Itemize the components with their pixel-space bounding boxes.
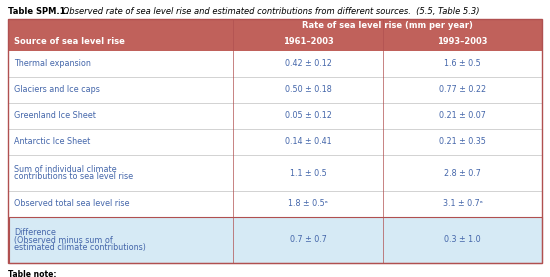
Text: Observed rate of sea level rise and estimated contributions from different sourc: Observed rate of sea level rise and esti…	[60, 7, 480, 16]
Text: 2.8 ± 0.7: 2.8 ± 0.7	[444, 168, 481, 178]
Text: Sum of individual climate: Sum of individual climate	[14, 165, 117, 174]
Text: 1.6 ± 0.5: 1.6 ± 0.5	[444, 60, 481, 68]
Text: Observed total sea level rise: Observed total sea level rise	[14, 199, 129, 209]
Text: Glaciers and Ice caps: Glaciers and Ice caps	[14, 86, 100, 94]
Text: Difference: Difference	[14, 228, 56, 237]
Text: estimated climate contributions): estimated climate contributions)	[14, 243, 146, 252]
Text: 1.8 ± 0.5ᵃ: 1.8 ± 0.5ᵃ	[288, 199, 328, 209]
Text: (Observed minus sum of: (Observed minus sum of	[14, 235, 113, 245]
Text: Thermal expansion: Thermal expansion	[14, 60, 91, 68]
Text: 1961–2003: 1961–2003	[283, 37, 333, 47]
Text: 3.1 ± 0.7ᵃ: 3.1 ± 0.7ᵃ	[443, 199, 482, 209]
Text: Greenland Ice Sheet: Greenland Ice Sheet	[14, 112, 96, 120]
Text: 0.50 ± 0.18: 0.50 ± 0.18	[285, 86, 331, 94]
Text: 0.21 ± 0.35: 0.21 ± 0.35	[439, 137, 486, 147]
Text: contributions to sea level rise: contributions to sea level rise	[14, 172, 133, 181]
Text: 0.7 ± 0.7: 0.7 ± 0.7	[289, 235, 327, 245]
Text: Table note:: Table note:	[8, 270, 57, 277]
Bar	[8, 155, 542, 191]
Bar	[8, 129, 542, 155]
Text: 0.05 ± 0.12: 0.05 ± 0.12	[284, 112, 332, 120]
Text: 1.1 ± 0.5: 1.1 ± 0.5	[290, 168, 326, 178]
Text: Table SPM.1.: Table SPM.1.	[8, 7, 69, 16]
Text: 1993–2003: 1993–2003	[437, 37, 488, 47]
Text: 0.21 ± 0.07: 0.21 ± 0.07	[439, 112, 486, 120]
Bar	[8, 217, 542, 263]
Bar	[8, 217, 542, 263]
Bar	[8, 19, 542, 263]
Text: Antarctic Ice Sheet: Antarctic Ice Sheet	[14, 137, 90, 147]
Text: 0.3 ± 1.0: 0.3 ± 1.0	[444, 235, 481, 245]
Text: 0.77 ± 0.22: 0.77 ± 0.22	[439, 86, 486, 94]
Text: 0.42 ± 0.12: 0.42 ± 0.12	[284, 60, 332, 68]
Text: Source of sea level rise: Source of sea level rise	[14, 37, 125, 47]
Bar	[8, 19, 542, 51]
Bar	[8, 77, 542, 103]
Text: Rate of sea level rise (mm per year): Rate of sea level rise (mm per year)	[302, 22, 473, 30]
Bar	[8, 51, 542, 77]
Bar	[8, 191, 542, 217]
Bar	[8, 103, 542, 129]
Text: 0.14 ± 0.41: 0.14 ± 0.41	[285, 137, 331, 147]
